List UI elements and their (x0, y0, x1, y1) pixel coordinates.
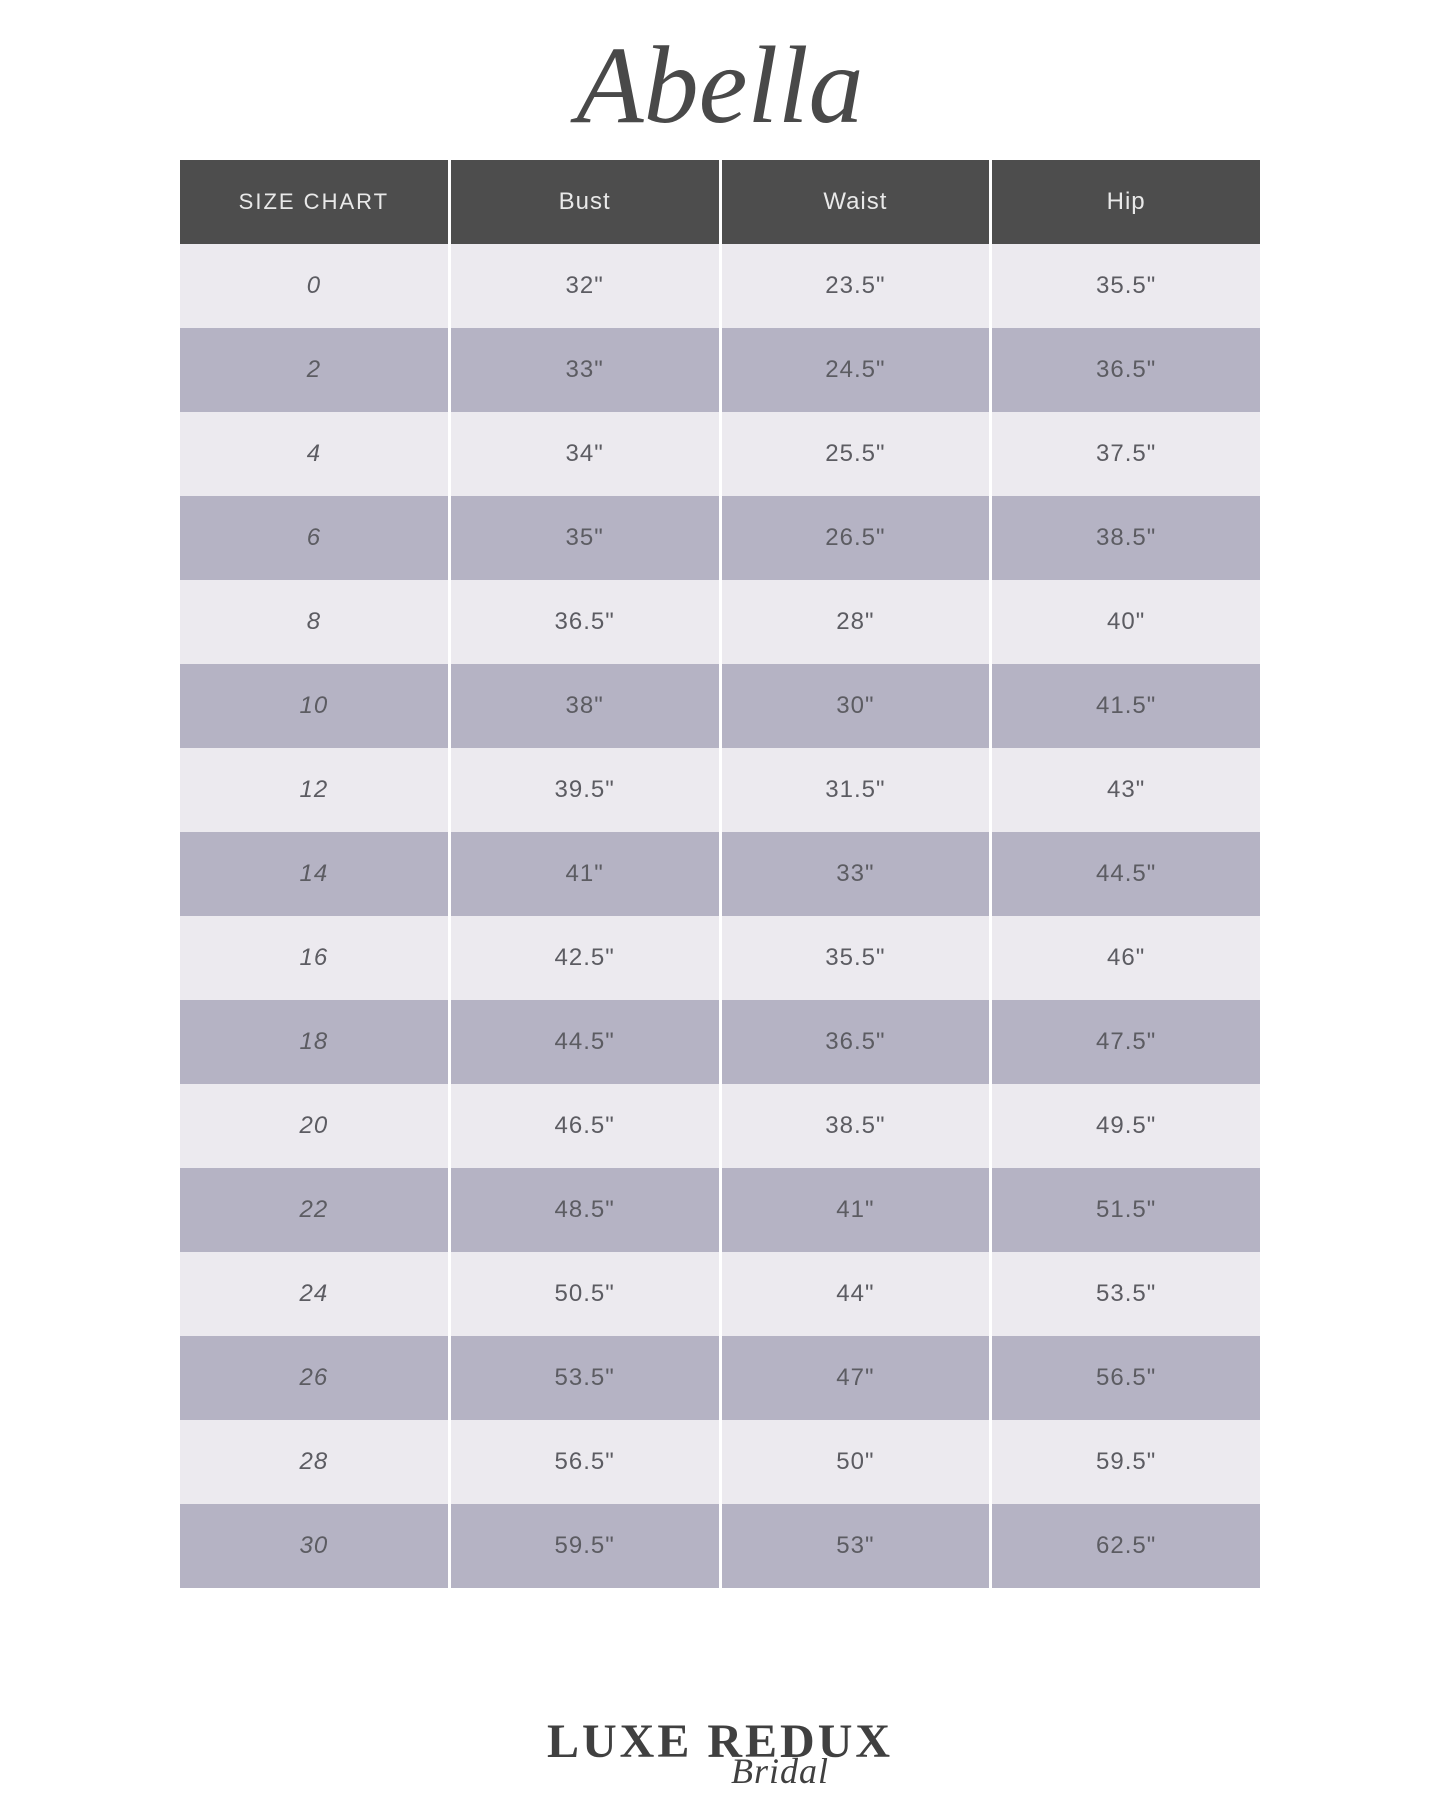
table-row: 24 50.5" 44" 53.5" (180, 1252, 1260, 1336)
waist-cell: 35.5" (722, 916, 993, 1000)
table-row: 10 38" 30" 41.5" (180, 664, 1260, 748)
waist-cell: 31.5" (722, 748, 993, 832)
waist-cell: 23.5" (722, 244, 993, 328)
table-row: 2 33" 24.5" 36.5" (180, 328, 1260, 412)
table-row: 6 35" 26.5" 38.5" (180, 496, 1260, 580)
size-cell: 14 (180, 832, 451, 916)
hip-cell: 41.5" (992, 664, 1260, 748)
size-cell: 30 (180, 1504, 451, 1588)
column-header-bust: Bust (451, 160, 722, 244)
table-row: 20 46.5" 38.5" 49.5" (180, 1084, 1260, 1168)
table-row: 28 56.5" 50" 59.5" (180, 1420, 1260, 1504)
bust-cell: 59.5" (451, 1504, 722, 1588)
size-cell: 28 (180, 1420, 451, 1504)
size-cell: 2 (180, 328, 451, 412)
table-header-row: SIZE CHART Bust Waist Hip (180, 160, 1260, 244)
size-cell: 20 (180, 1084, 451, 1168)
brand-title: Abella (576, 30, 863, 140)
waist-cell: 38.5" (722, 1084, 993, 1168)
table-row: 12 39.5" 31.5" 43" (180, 748, 1260, 832)
waist-cell: 47" (722, 1336, 993, 1420)
hip-cell: 53.5" (992, 1252, 1260, 1336)
bust-cell: 34" (451, 412, 722, 496)
column-header-hip: Hip (992, 160, 1260, 244)
bust-cell: 46.5" (451, 1084, 722, 1168)
waist-cell: 24.5" (722, 328, 993, 412)
hip-cell: 62.5" (992, 1504, 1260, 1588)
bust-cell: 53.5" (451, 1336, 722, 1420)
table-row: 14 41" 33" 44.5" (180, 832, 1260, 916)
hip-cell: 36.5" (992, 328, 1260, 412)
size-cell: 10 (180, 664, 451, 748)
hip-cell: 56.5" (992, 1336, 1260, 1420)
table-row: 4 34" 25.5" 37.5" (180, 412, 1260, 496)
waist-cell: 25.5" (722, 412, 993, 496)
table-row: 30 59.5" 53" 62.5" (180, 1504, 1260, 1588)
table-row: 0 32" 23.5" 35.5" (180, 244, 1260, 328)
footer-logo-line2: Bridal (731, 1750, 829, 1792)
waist-cell: 50" (722, 1420, 993, 1504)
table-row: 22 48.5" 41" 51.5" (180, 1168, 1260, 1252)
table-row: 18 44.5" 36.5" 47.5" (180, 1000, 1260, 1084)
table-row: 16 42.5" 35.5" 46" (180, 916, 1260, 1000)
table-row: 8 36.5" 28" 40" (180, 580, 1260, 664)
waist-cell: 33" (722, 832, 993, 916)
size-chart-table: SIZE CHART Bust Waist Hip 0 32" 23.5" 35… (180, 160, 1260, 1588)
size-cell: 0 (180, 244, 451, 328)
column-header-size: SIZE CHART (180, 160, 451, 244)
bust-cell: 38" (451, 664, 722, 748)
bust-cell: 39.5" (451, 748, 722, 832)
size-cell: 8 (180, 580, 451, 664)
waist-cell: 28" (722, 580, 993, 664)
size-cell: 18 (180, 1000, 451, 1084)
waist-cell: 30" (722, 664, 993, 748)
size-cell: 16 (180, 916, 451, 1000)
hip-cell: 49.5" (992, 1084, 1260, 1168)
bust-cell: 36.5" (451, 580, 722, 664)
bust-cell: 33" (451, 328, 722, 412)
bust-cell: 48.5" (451, 1168, 722, 1252)
hip-cell: 47.5" (992, 1000, 1260, 1084)
hip-cell: 51.5" (992, 1168, 1260, 1252)
size-cell: 12 (180, 748, 451, 832)
hip-cell: 37.5" (992, 412, 1260, 496)
bust-cell: 50.5" (451, 1252, 722, 1336)
hip-cell: 59.5" (992, 1420, 1260, 1504)
hip-cell: 44.5" (992, 832, 1260, 916)
hip-cell: 38.5" (992, 496, 1260, 580)
bust-cell: 56.5" (451, 1420, 722, 1504)
waist-cell: 26.5" (722, 496, 993, 580)
waist-cell: 44" (722, 1252, 993, 1336)
size-cell: 26 (180, 1336, 451, 1420)
footer-logo: LUXE REDUX Bridal (547, 1718, 893, 1792)
size-cell: 6 (180, 496, 451, 580)
hip-cell: 46" (992, 916, 1260, 1000)
hip-cell: 43" (992, 748, 1260, 832)
footer-logo-line1: LUXE REDUX (547, 1718, 893, 1766)
column-header-waist: Waist (722, 160, 993, 244)
waist-cell: 53" (722, 1504, 993, 1588)
waist-cell: 41" (722, 1168, 993, 1252)
table-row: 26 53.5" 47" 56.5" (180, 1336, 1260, 1420)
waist-cell: 36.5" (722, 1000, 993, 1084)
size-cell: 4 (180, 412, 451, 496)
bust-cell: 44.5" (451, 1000, 722, 1084)
bust-cell: 41" (451, 832, 722, 916)
hip-cell: 40" (992, 580, 1260, 664)
size-cell: 22 (180, 1168, 451, 1252)
hip-cell: 35.5" (992, 244, 1260, 328)
bust-cell: 35" (451, 496, 722, 580)
size-cell: 24 (180, 1252, 451, 1336)
bust-cell: 42.5" (451, 916, 722, 1000)
bust-cell: 32" (451, 244, 722, 328)
